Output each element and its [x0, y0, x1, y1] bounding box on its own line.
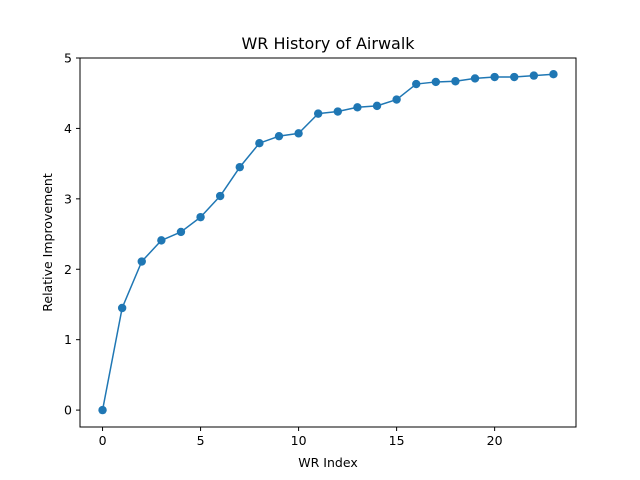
x-tick-label: 20 [487, 433, 503, 448]
y-axis-label: Relative Improvement [40, 173, 55, 312]
data-point [431, 77, 441, 87]
data-point [353, 103, 362, 112]
data-point [333, 107, 343, 116]
y-tick-label: 1 [64, 332, 72, 347]
data-point [529, 71, 539, 80]
data-point [255, 139, 264, 148]
y-tick-label: 4 [64, 121, 72, 136]
data-point [235, 162, 244, 172]
plot-frame [79, 57, 577, 428]
x-tick-label: 0 [99, 433, 107, 448]
chart-title: WR History of Airwalk [241, 34, 415, 53]
data-point [372, 101, 382, 111]
data-point [412, 79, 421, 89]
data-point [470, 74, 480, 83]
data-point [196, 212, 205, 222]
data-series [98, 69, 558, 415]
data-point [137, 257, 146, 266]
data-point [549, 69, 558, 79]
y-tick-label: 2 [64, 262, 72, 277]
data-point [157, 236, 166, 245]
x-tick-label: 10 [291, 433, 307, 448]
y-tick-label: 5 [64, 51, 72, 66]
data-point [451, 77, 460, 86]
data-point [510, 72, 519, 82]
y-tick-label: 3 [64, 191, 72, 206]
y-tick-label: 0 [64, 403, 72, 418]
data-point [313, 109, 323, 118]
x-axis-label: WR Index [298, 455, 357, 470]
data-point [176, 227, 186, 237]
data-point [215, 191, 225, 201]
data-point [392, 95, 401, 104]
data-point [274, 131, 284, 141]
axis-ticks: 0 5 10 15 20 0 1 2 3 4 5 [64, 51, 503, 449]
data-point [294, 129, 303, 138]
data-point [490, 72, 499, 82]
x-tick-label: 15 [389, 433, 405, 448]
x-tick-label: 5 [197, 433, 205, 448]
data-point [117, 303, 127, 313]
data-point [98, 405, 107, 415]
